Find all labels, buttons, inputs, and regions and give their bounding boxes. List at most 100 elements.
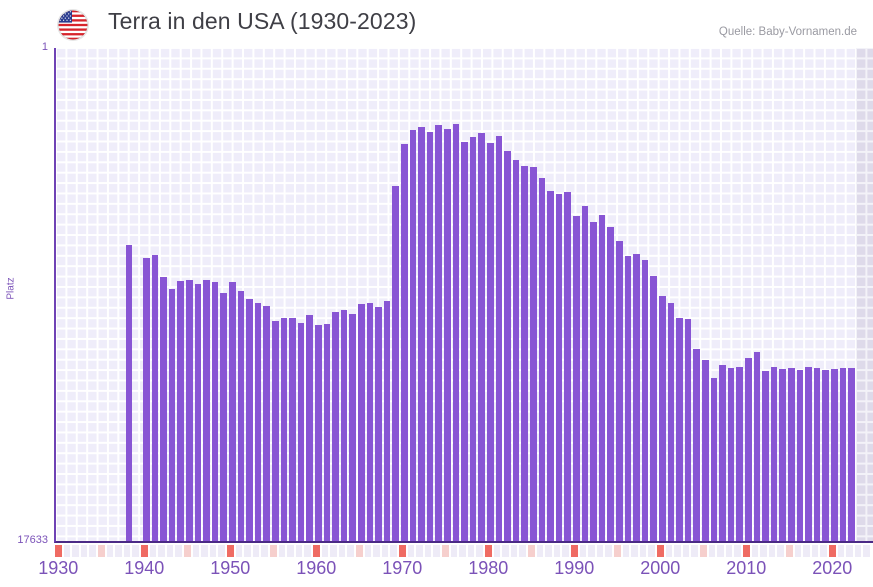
bar-1976[interactable] xyxy=(452,124,460,541)
bar-2018[interactable] xyxy=(813,367,821,541)
bar-1975[interactable] xyxy=(444,128,451,541)
bar-1991[interactable] xyxy=(581,205,589,541)
bar-1974[interactable] xyxy=(435,124,442,541)
bar-1968[interactable] xyxy=(383,301,391,541)
x-axis-label-1940: 1940 xyxy=(124,558,165,578)
bar-2005[interactable] xyxy=(702,359,709,541)
bar-1980[interactable] xyxy=(487,142,494,541)
bar-1966[interactable] xyxy=(366,302,374,541)
x-tick-2001 xyxy=(665,545,673,557)
bar-2010[interactable] xyxy=(745,358,752,541)
bar-1960[interactable] xyxy=(315,324,322,541)
bar-2013[interactable] xyxy=(770,366,778,541)
bar-2019[interactable] xyxy=(822,370,829,541)
bar-2001[interactable] xyxy=(667,303,675,541)
bar-2012[interactable] xyxy=(762,370,769,541)
bar-1990[interactable] xyxy=(573,216,580,541)
bar-1954[interactable] xyxy=(263,305,270,541)
bar-1994[interactable] xyxy=(607,226,614,541)
bar-1987[interactable] xyxy=(547,191,554,541)
bar-2011[interactable] xyxy=(753,352,761,541)
bar-1997[interactable] xyxy=(633,254,640,541)
bar-1977[interactable] xyxy=(461,142,468,541)
x-tick-1982 xyxy=(502,545,509,557)
bar-2004[interactable] xyxy=(693,349,700,541)
plot-frame xyxy=(54,48,873,543)
bar-1972[interactable] xyxy=(418,127,425,541)
bar-1956[interactable] xyxy=(280,317,288,541)
bar-1952[interactable] xyxy=(246,299,253,541)
bar-2017[interactable] xyxy=(805,367,812,541)
bar-2016[interactable] xyxy=(796,369,804,541)
bar-2008[interactable] xyxy=(727,368,735,541)
bar-1989[interactable] xyxy=(564,192,571,541)
x-axis-label-2000: 2000 xyxy=(640,558,681,578)
bar-1992[interactable] xyxy=(590,221,597,541)
bar-1942[interactable] xyxy=(160,276,167,541)
bar-1967[interactable] xyxy=(375,307,382,541)
x-tick-1965 xyxy=(356,545,363,557)
bar-1944[interactable] xyxy=(177,280,184,541)
bar-2006[interactable] xyxy=(710,377,718,541)
bar-1964[interactable] xyxy=(349,314,356,541)
bar-1961[interactable] xyxy=(323,323,331,541)
bar-2000[interactable] xyxy=(659,296,666,541)
bar-1959[interactable] xyxy=(306,314,313,541)
bar-2014[interactable] xyxy=(779,368,786,541)
bar-1963[interactable] xyxy=(340,309,348,541)
bar-1983[interactable] xyxy=(512,160,520,541)
bar-1978[interactable] xyxy=(469,137,477,541)
bar-1940[interactable] xyxy=(143,257,150,541)
bar-1996[interactable] xyxy=(624,256,632,541)
bar-1969[interactable] xyxy=(392,186,399,541)
bar-1946[interactable] xyxy=(194,284,202,541)
bar-2022[interactable] xyxy=(848,367,855,541)
bar-1982[interactable] xyxy=(504,151,511,541)
bar-1945[interactable] xyxy=(186,279,193,541)
x-tick-1935 xyxy=(98,545,105,557)
bar-1998[interactable] xyxy=(641,260,649,541)
bar-1949[interactable] xyxy=(220,292,227,541)
bar-1984[interactable] xyxy=(521,166,528,541)
x-tick-1955 xyxy=(270,545,277,557)
bar-2002[interactable] xyxy=(676,317,683,541)
bar-1985[interactable] xyxy=(530,167,537,541)
x-tick-1954 xyxy=(261,545,268,557)
x-tick-1936 xyxy=(106,545,114,557)
bar-1953[interactable] xyxy=(254,302,262,541)
bar-1995[interactable] xyxy=(616,240,623,541)
bar-1951[interactable] xyxy=(237,291,245,541)
bar-1979[interactable] xyxy=(478,132,485,541)
bar-1947[interactable] xyxy=(203,280,210,541)
x-tick-1973 xyxy=(424,545,432,557)
bar-1970[interactable] xyxy=(401,144,408,541)
x-tick-1966 xyxy=(364,545,372,557)
x-tick-2018 xyxy=(811,545,819,557)
bar-1965[interactable] xyxy=(358,303,365,541)
bar-1938[interactable] xyxy=(125,245,133,541)
bar-1957[interactable] xyxy=(289,317,296,541)
bar-1962[interactable] xyxy=(332,311,339,541)
bar-1943[interactable] xyxy=(168,289,176,541)
bar-2003[interactable] xyxy=(684,319,692,541)
bar-1941[interactable] xyxy=(151,255,159,541)
bar-1973[interactable] xyxy=(426,131,434,541)
bar-1955[interactable] xyxy=(272,320,279,541)
bar-2009[interactable] xyxy=(736,366,743,541)
bar-1999[interactable] xyxy=(650,275,657,541)
x-tick-2004 xyxy=(691,545,698,557)
bar-1971[interactable] xyxy=(409,129,417,541)
bar-1986[interactable] xyxy=(538,177,546,541)
bar-2015[interactable] xyxy=(788,367,795,541)
bar-1948[interactable] xyxy=(211,281,219,541)
bar-1981[interactable] xyxy=(495,136,503,541)
bar-1950[interactable] xyxy=(229,282,236,541)
bar-1958[interactable] xyxy=(297,322,305,541)
bar-2021[interactable] xyxy=(839,368,847,541)
bar-1988[interactable] xyxy=(555,193,563,541)
bar-2020[interactable] xyxy=(831,368,838,541)
bar-1993[interactable] xyxy=(598,214,606,541)
bar-2007[interactable] xyxy=(719,364,726,541)
chart-header: Terra in den USA (1930-2023) Quelle: Bab… xyxy=(0,0,873,48)
